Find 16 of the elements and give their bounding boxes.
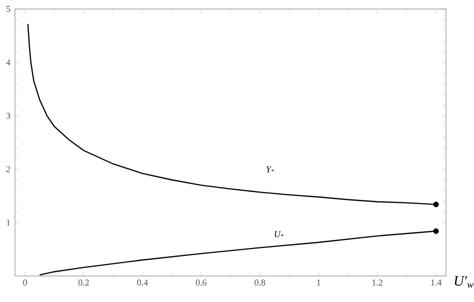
text: Y$_{*}$ — [266, 166, 274, 172]
x-tick-label: 0.6 — [196, 280, 206, 286]
x-tick-label: 1.2 — [372, 280, 382, 286]
series-label: U$_{*}$ — [274, 231, 284, 238]
y-tick-label: 4 — [6, 59, 10, 66]
x-axis-title: U′$_{w}$ — [454, 276, 474, 288]
x-tick-label: 0 — [23, 280, 27, 286]
x-tick-label: 0.4 — [137, 280, 148, 286]
x-tick-label: 1 — [317, 280, 320, 286]
x-tick-label: 1.4 — [431, 280, 442, 286]
y-tick-label: 1 — [6, 220, 10, 226]
x-tick-label: 0.8 — [254, 280, 266, 286]
y-tick-label: 2 — [6, 166, 10, 172]
y-tick-label: 5 — [6, 6, 10, 12]
y-tick-label: 3 — [6, 112, 10, 119]
x-tick-label: 0.2 — [78, 280, 89, 286]
